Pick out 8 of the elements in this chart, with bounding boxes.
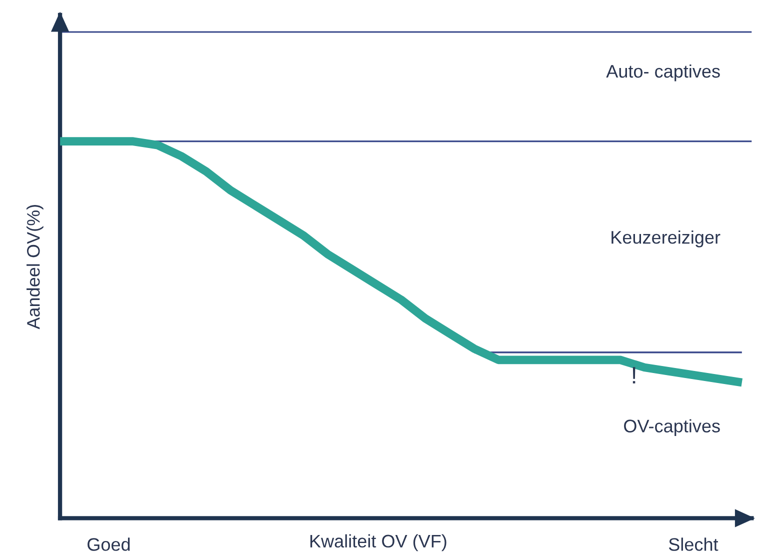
y-axis-title: Aandeel OV(%): [26, 205, 44, 330]
x-axis-title: Kwaliteit OV (VF): [310, 534, 446, 552]
annotation: Keuzereiziger: [612, 230, 720, 248]
text: Auto- captives: [606, 64, 720, 82]
x-tick-label: Goed: [88, 538, 130, 551]
annotation: !: [632, 367, 636, 384]
x-tick-label: Slecht: [668, 538, 718, 551]
annotation: OV-captives: [624, 419, 720, 436]
